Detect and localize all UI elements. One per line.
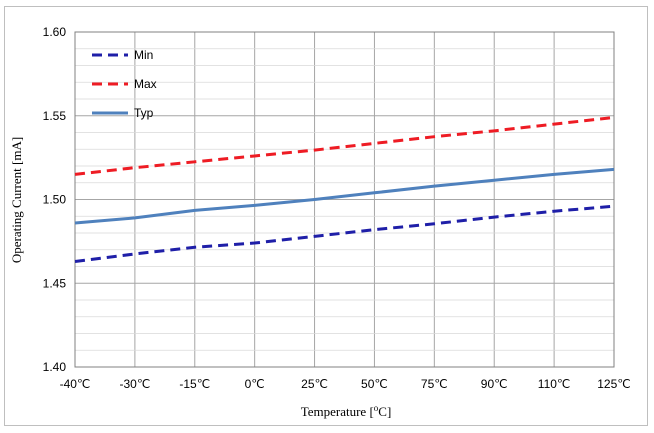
legend-label-typ: Typ [134, 106, 154, 120]
y-tick-label: 1.40 [43, 360, 67, 374]
x-tick-label: 25℃ [301, 377, 328, 391]
x-tick-labels: -40℃ -30℃ -15℃ 0℃ 25℃ 50℃ 75℃ 90℃ 110℃ 125℃ [60, 377, 631, 391]
x-tick-label: 125℃ [597, 377, 631, 391]
series-line-typ [74, 167, 615, 225]
legend-label-min: Min [134, 48, 153, 62]
series-line-min [74, 204, 615, 263]
x-tick-label: -30℃ [119, 377, 150, 391]
plot-border-rect [74, 31, 615, 368]
y-tick-label: 1.55 [43, 109, 67, 123]
x-tick-label: -40℃ [60, 377, 91, 391]
series-lines [74, 115, 615, 263]
x-axis-label-part: Temperature [ [301, 404, 374, 419]
series-line-max [74, 115, 615, 176]
y-tick-label: 1.60 [43, 25, 67, 39]
x-axis-label: Temperature [oC] [301, 403, 392, 419]
plot-area-border [74, 31, 615, 368]
legend: Min Max Typ [92, 48, 157, 120]
x-axis-label-part: C] [378, 404, 391, 419]
x-tick-label: 90℃ [481, 377, 508, 391]
y-tick-labels: 1.40 1.45 1.50 1.55 1.60 [43, 25, 67, 374]
y-tick-label: 1.50 [43, 193, 67, 207]
x-tick-label: 50℃ [361, 377, 388, 391]
x-tick-label: 75℃ [421, 377, 448, 391]
x-tick-label: 110℃ [538, 377, 571, 391]
x-tick-label: 0℃ [245, 377, 265, 391]
x-tick-label: -15℃ [179, 377, 210, 391]
legend-label-max: Max [134, 77, 157, 91]
x-axis-label-degree: o [374, 403, 379, 413]
y-axis-label: Operating Current [mA] [9, 137, 24, 263]
y-tick-label: 1.45 [43, 276, 67, 290]
